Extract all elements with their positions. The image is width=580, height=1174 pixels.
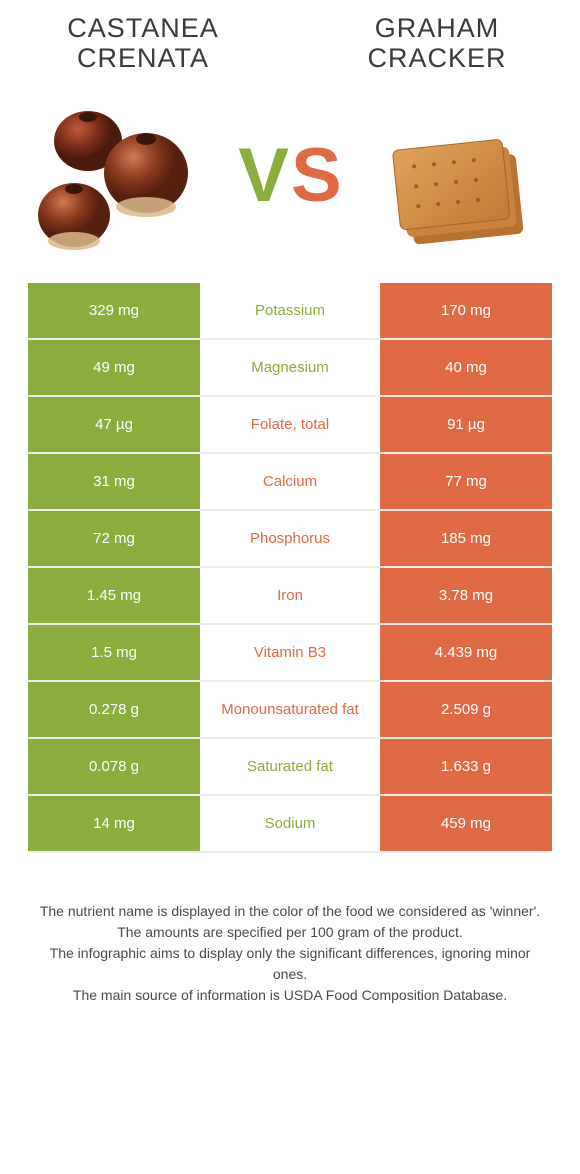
food2-value: 4.439 mg bbox=[380, 625, 552, 682]
food1-value: 49 mg bbox=[28, 340, 200, 397]
food2-value: 1.633 g bbox=[380, 739, 552, 796]
food2-title: Graham cracker bbox=[322, 14, 552, 73]
nutrient-name: Sodium bbox=[200, 796, 380, 853]
nutrient-row: 0.078 gSaturated fat1.633 g bbox=[28, 739, 552, 796]
nutrient-row: 0.278 gMonounsaturated fat2.509 g bbox=[28, 682, 552, 739]
footer-line: The infographic aims to display only the… bbox=[34, 943, 546, 985]
nutrient-name: Phosphorus bbox=[200, 511, 380, 568]
infographic-container: Castanea crenata Graham cracker bbox=[0, 0, 580, 1006]
nutrient-name: Saturated fat bbox=[200, 739, 380, 796]
food1-value: 0.278 g bbox=[28, 682, 200, 739]
vs-letter-v: V bbox=[238, 138, 289, 214]
nutrient-name: Monounsaturated fat bbox=[200, 682, 380, 739]
nutrient-row: 31 mgCalcium77 mg bbox=[28, 454, 552, 511]
nutrient-row: 47 µgFolate, total91 µg bbox=[28, 397, 552, 454]
nutrient-name: Iron bbox=[200, 568, 380, 625]
food2-image bbox=[367, 101, 552, 251]
nutrient-table: 329 mgPotassium170 mg49 mgMagnesium40 mg… bbox=[28, 283, 552, 853]
food1-value: 1.45 mg bbox=[28, 568, 200, 625]
nutrient-row: 72 mgPhosphorus185 mg bbox=[28, 511, 552, 568]
nutrient-name: Potassium bbox=[200, 283, 380, 340]
nutrient-row: 329 mgPotassium170 mg bbox=[28, 283, 552, 340]
food1-title: Castanea crenata bbox=[28, 14, 258, 73]
nutrient-name: Folate, total bbox=[200, 397, 380, 454]
food2-value: 185 mg bbox=[380, 511, 552, 568]
food1-image bbox=[28, 101, 213, 251]
vs-label: V S bbox=[238, 138, 341, 214]
nutrient-name: Vitamin B3 bbox=[200, 625, 380, 682]
titles-row: Castanea crenata Graham cracker bbox=[28, 14, 552, 73]
nutrient-row: 14 mgSodium459 mg bbox=[28, 796, 552, 853]
food2-value: 91 µg bbox=[380, 397, 552, 454]
food2-value: 459 mg bbox=[380, 796, 552, 853]
nutrient-name: Calcium bbox=[200, 454, 380, 511]
nutrient-row: 1.5 mgVitamin B34.439 mg bbox=[28, 625, 552, 682]
food2-value: 170 mg bbox=[380, 283, 552, 340]
footer-notes: The nutrient name is displayed in the co… bbox=[28, 901, 552, 1006]
food1-value: 47 µg bbox=[28, 397, 200, 454]
food1-value: 31 mg bbox=[28, 454, 200, 511]
nutrient-name: Magnesium bbox=[200, 340, 380, 397]
footer-line: The amounts are specified per 100 gram o… bbox=[34, 922, 546, 943]
nutrient-row: 1.45 mgIron3.78 mg bbox=[28, 568, 552, 625]
vs-letter-s: S bbox=[291, 138, 342, 214]
images-row: V S bbox=[28, 91, 552, 261]
food1-value: 1.5 mg bbox=[28, 625, 200, 682]
food2-value: 2.509 g bbox=[380, 682, 552, 739]
footer-line: The main source of information is USDA F… bbox=[34, 985, 546, 1006]
food2-value: 3.78 mg bbox=[380, 568, 552, 625]
food1-value: 72 mg bbox=[28, 511, 200, 568]
food1-value: 14 mg bbox=[28, 796, 200, 853]
food1-value: 329 mg bbox=[28, 283, 200, 340]
nutrient-row: 49 mgMagnesium40 mg bbox=[28, 340, 552, 397]
food2-value: 77 mg bbox=[380, 454, 552, 511]
footer-line: The nutrient name is displayed in the co… bbox=[34, 901, 546, 922]
food2-value: 40 mg bbox=[380, 340, 552, 397]
food1-value: 0.078 g bbox=[28, 739, 200, 796]
